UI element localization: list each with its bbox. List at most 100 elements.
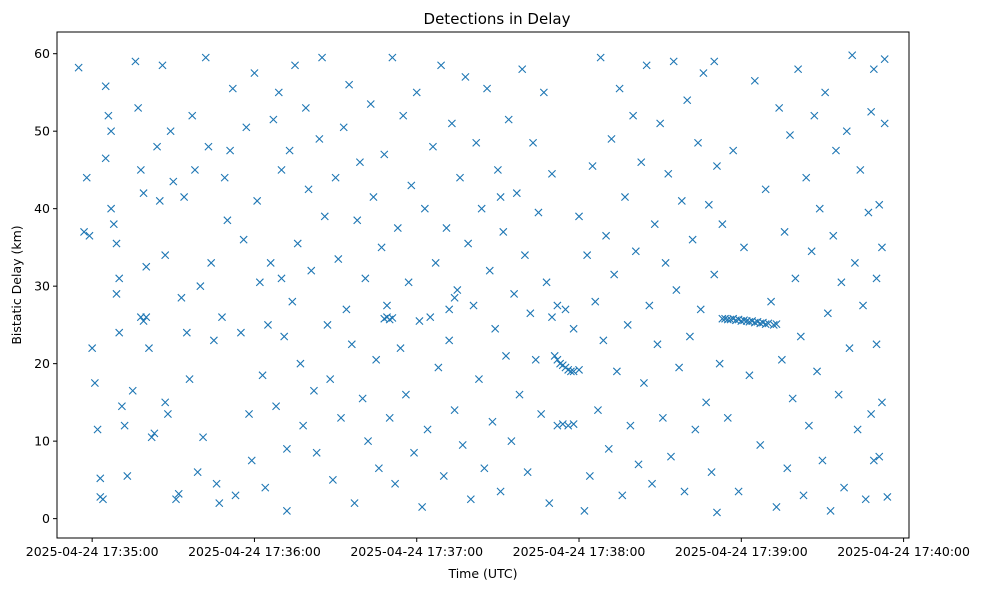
- data-point: [242, 123, 251, 132]
- data-point: [599, 336, 608, 345]
- data-point: [853, 425, 862, 434]
- data-point: [553, 301, 562, 310]
- data-point: [107, 127, 116, 136]
- data-point: [469, 301, 478, 310]
- data-point: [710, 57, 719, 66]
- data-point: [796, 332, 805, 341]
- data-point: [653, 340, 662, 349]
- data-point: [396, 344, 405, 353]
- data-point: [153, 142, 162, 151]
- data-point: [169, 177, 178, 186]
- data-point: [807, 247, 816, 256]
- data-point: [450, 406, 459, 415]
- data-point: [629, 111, 638, 120]
- data-point: [529, 138, 538, 147]
- data-point: [783, 464, 792, 473]
- data-point: [813, 367, 822, 376]
- data-point: [401, 390, 410, 399]
- data-point: [502, 351, 510, 360]
- data-point: [458, 441, 467, 450]
- data-point: [483, 84, 492, 93]
- data-point: [826, 506, 835, 515]
- data-point: [547, 313, 556, 322]
- data-point: [880, 55, 889, 64]
- data-point: [672, 286, 681, 295]
- data-point: [734, 487, 743, 496]
- data-point: [859, 301, 868, 310]
- data-point: [702, 398, 711, 407]
- data-point: [280, 332, 289, 341]
- data-point: [750, 76, 759, 85]
- data-point: [96, 474, 105, 483]
- data-point: [188, 111, 197, 120]
- data-point: [867, 410, 876, 419]
- data-point: [285, 146, 294, 155]
- x-axis: 2025-04-24 17:35:00 2025-04-24 17:36:00 20…: [26, 538, 970, 559]
- data-point: [791, 274, 800, 283]
- data-point: [428, 142, 437, 151]
- data-point: [842, 127, 851, 136]
- data-point: [658, 413, 667, 422]
- data-point: [856, 165, 865, 174]
- data-point: [263, 320, 272, 329]
- data-point: [545, 499, 554, 508]
- data-point: [269, 115, 278, 124]
- data-point: [318, 53, 327, 62]
- data-point: [764, 319, 773, 328]
- data-point: [593, 406, 602, 415]
- data-point: [291, 61, 300, 70]
- data-point: [326, 375, 335, 384]
- data-point: [445, 305, 454, 314]
- data-point: [537, 410, 546, 419]
- data-point: [155, 196, 164, 205]
- data-point: [815, 204, 824, 213]
- data-point: [677, 196, 686, 205]
- data-point: [447, 119, 456, 128]
- data-point: [775, 103, 784, 112]
- data-point: [612, 367, 621, 376]
- data-point: [144, 344, 153, 353]
- data-point: [821, 88, 830, 97]
- data-point: [558, 420, 567, 429]
- data-point: [312, 448, 321, 457]
- data-point: [366, 100, 375, 109]
- data-point: [718, 220, 727, 229]
- data-point: [112, 289, 121, 298]
- data-point: [101, 154, 110, 163]
- data-point: [147, 433, 156, 442]
- data-point: [818, 456, 827, 465]
- data-point: [861, 495, 870, 504]
- data-point: [664, 169, 673, 178]
- data-point: [439, 472, 448, 480]
- data-point: [607, 134, 616, 143]
- x-tick-label: 2025-04-24 17:37:00: [350, 544, 483, 559]
- data-point: [850, 258, 859, 267]
- data-point: [190, 165, 199, 174]
- data-point: [461, 72, 470, 81]
- data-point: [493, 165, 502, 174]
- data-point: [694, 138, 703, 147]
- data-point: [575, 212, 584, 221]
- data-point: [90, 379, 99, 388]
- data-point: [334, 255, 343, 264]
- data-point: [109, 220, 118, 229]
- y-tick-label: 30: [34, 279, 50, 294]
- data-point: [369, 193, 378, 202]
- data-point: [877, 398, 886, 407]
- data-point: [799, 491, 808, 500]
- data-point: [163, 410, 172, 419]
- data-point: [848, 51, 857, 60]
- data-point: [107, 204, 116, 213]
- data-point: [872, 340, 881, 349]
- data-point: [642, 61, 651, 70]
- data-point: [685, 332, 694, 341]
- data-point: [301, 103, 310, 112]
- data-point: [534, 208, 543, 217]
- data-point: [117, 402, 126, 411]
- data-point: [450, 293, 459, 302]
- data-point: [182, 328, 191, 337]
- data-point: [426, 313, 435, 322]
- data-point: [869, 456, 878, 465]
- data-point: [696, 305, 705, 314]
- data-point: [466, 495, 475, 504]
